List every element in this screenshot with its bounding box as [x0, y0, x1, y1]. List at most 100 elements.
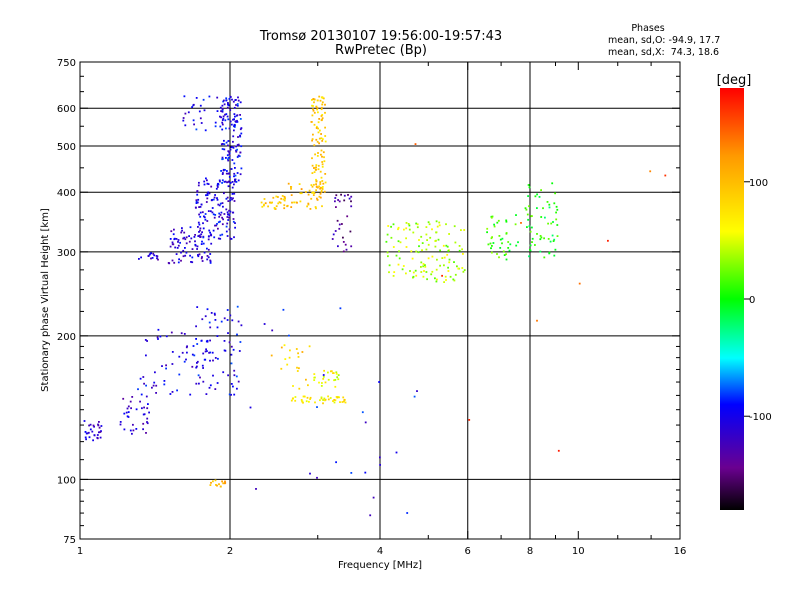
- data-point: [536, 207, 538, 209]
- data-point: [231, 145, 234, 148]
- data-point: [282, 308, 285, 311]
- data-point: [317, 131, 320, 134]
- data-point: [214, 125, 217, 128]
- data-point: [528, 225, 531, 228]
- data-point: [310, 121, 313, 123]
- data-point: [454, 273, 457, 276]
- data-point: [147, 403, 149, 405]
- data-point: [327, 378, 330, 381]
- data-point: [436, 278, 438, 281]
- data-point: [151, 386, 153, 389]
- data-point: [182, 249, 185, 252]
- data-point: [552, 221, 554, 223]
- data-point: [319, 187, 321, 190]
- data-point: [222, 482, 225, 485]
- data-point: [169, 238, 172, 240]
- data-point: [222, 100, 225, 103]
- data-point: [460, 229, 462, 231]
- data-point: [236, 114, 239, 117]
- data-point: [185, 236, 188, 239]
- data-point: [405, 237, 407, 240]
- data-point: [447, 250, 450, 252]
- data-point: [320, 149, 323, 152]
- data-point: [203, 251, 206, 254]
- data-point: [332, 372, 334, 374]
- data-point: [194, 243, 197, 246]
- data-point: [98, 426, 101, 429]
- data-point: [96, 437, 99, 440]
- data-point: [153, 381, 156, 384]
- data-point: [190, 261, 192, 263]
- data-point: [119, 421, 122, 423]
- data-point: [200, 340, 203, 342]
- data-point: [335, 372, 338, 375]
- data-point: [203, 180, 206, 183]
- data-point: [447, 266, 449, 269]
- data-point: [204, 129, 207, 132]
- data-point: [393, 271, 396, 273]
- data-point: [143, 382, 145, 385]
- data-point: [312, 133, 314, 136]
- data-point: [344, 401, 347, 404]
- data-point: [208, 192, 211, 195]
- data-point: [234, 167, 236, 169]
- data-point: [425, 248, 428, 251]
- data-point: [119, 423, 122, 426]
- data-point: [313, 379, 316, 381]
- data-point: [436, 258, 438, 261]
- data-point: [237, 143, 240, 146]
- data-point: [329, 397, 332, 399]
- data-point: [305, 378, 307, 381]
- data-point: [196, 306, 199, 308]
- data-point: [226, 216, 229, 218]
- data-point: [501, 242, 503, 245]
- data-point: [184, 112, 187, 115]
- data-point: [498, 235, 501, 237]
- data-point: [232, 220, 235, 223]
- data-point: [551, 234, 554, 237]
- data-point: [224, 480, 226, 483]
- data-point: [233, 236, 235, 239]
- data-point: [369, 514, 372, 517]
- data-point: [142, 422, 145, 425]
- data-point: [194, 240, 196, 243]
- data-point: [319, 170, 322, 173]
- data-point: [178, 258, 180, 261]
- data-point: [227, 140, 230, 142]
- data-point: [235, 181, 238, 183]
- data-point: [321, 205, 323, 208]
- data-point: [219, 234, 222, 237]
- data-point: [261, 205, 264, 208]
- data-point: [228, 228, 231, 231]
- data-point: [85, 438, 87, 441]
- data-point: [305, 191, 307, 193]
- data-point: [236, 305, 239, 308]
- data-point: [204, 218, 207, 221]
- data-point: [536, 319, 538, 322]
- data-point: [210, 312, 213, 314]
- data-point: [260, 201, 263, 204]
- data-point: [286, 204, 289, 207]
- data-point: [323, 190, 326, 193]
- data-point: [221, 128, 224, 131]
- data-point: [319, 196, 322, 199]
- data-point: [311, 139, 313, 142]
- data-point: [233, 374, 236, 377]
- data-point: [448, 258, 451, 261]
- data-point: [316, 108, 318, 111]
- data-point: [339, 307, 342, 310]
- data-point: [239, 173, 242, 176]
- data-point: [173, 237, 176, 240]
- data-point: [86, 432, 89, 435]
- data-point: [263, 323, 266, 325]
- data-point: [462, 270, 465, 273]
- data-point: [207, 238, 210, 241]
- data-point: [539, 238, 542, 241]
- data-point: [298, 387, 301, 390]
- data-point: [399, 241, 402, 244]
- x-tick-label: 6: [465, 546, 471, 557]
- data-point: [350, 245, 353, 248]
- data-point: [216, 197, 218, 199]
- data-point: [206, 220, 209, 222]
- data-point: [228, 127, 231, 130]
